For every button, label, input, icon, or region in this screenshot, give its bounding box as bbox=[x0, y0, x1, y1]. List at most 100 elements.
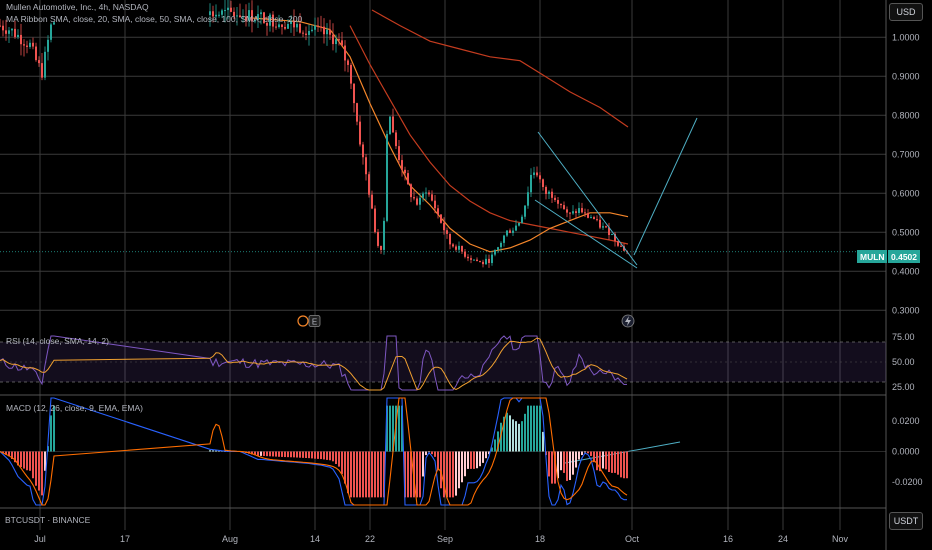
candle-body bbox=[5, 30, 7, 34]
macd-histogram-bar bbox=[530, 405, 532, 452]
macd-histogram-bar bbox=[455, 451, 457, 496]
candle-body bbox=[221, 10, 223, 15]
symbol-legend[interactable]: Mullen Automotive, Inc., 4h, NASDAQ bbox=[6, 2, 149, 12]
macd-histogram-bar bbox=[620, 451, 622, 478]
time-axis[interactable]: Jul 17 Aug 14 22 Sep 18 Oct 16 24 Nov bbox=[34, 534, 848, 544]
candle-body bbox=[503, 235, 505, 243]
macd-histogram-bar bbox=[575, 451, 577, 468]
macd-histogram-bar bbox=[278, 451, 280, 457]
candle-body bbox=[410, 184, 412, 198]
candle-body bbox=[359, 121, 361, 145]
candle-body bbox=[371, 194, 373, 209]
candle-body bbox=[494, 249, 496, 255]
time-tick-label: 17 bbox=[120, 534, 130, 544]
candle-body bbox=[380, 245, 382, 250]
macd-histogram-bar bbox=[212, 450, 214, 452]
candle-body bbox=[413, 197, 415, 199]
macd-histogram-bar bbox=[14, 451, 16, 463]
macd-histogram-bar bbox=[260, 451, 262, 456]
candle-body bbox=[449, 233, 451, 245]
macd-histogram-bar bbox=[308, 451, 310, 459]
candle-body bbox=[512, 230, 514, 233]
candle-body bbox=[308, 30, 310, 35]
candle-body bbox=[614, 233, 616, 241]
macd-histogram-bar bbox=[548, 451, 550, 477]
earnings-marker[interactable]: E bbox=[297, 315, 321, 327]
rsi-ma-line bbox=[0, 337, 628, 391]
macd-histogram-bar bbox=[17, 451, 19, 466]
candle-body bbox=[383, 220, 385, 250]
macd-histogram-bar bbox=[371, 451, 373, 498]
macd-histogram-bar bbox=[281, 451, 283, 457]
symbol-tag: MULN bbox=[857, 250, 887, 263]
candle-body bbox=[470, 258, 472, 260]
macd-tick-label: -0.0200 bbox=[892, 477, 923, 487]
lightning-marker-icon[interactable] bbox=[621, 314, 635, 328]
macd-histogram-bar bbox=[215, 450, 217, 452]
quote-currency-button[interactable]: USDT bbox=[889, 512, 923, 530]
candle-body bbox=[581, 208, 583, 213]
macd-histogram-bar bbox=[500, 422, 502, 452]
macd-histogram-bar bbox=[353, 451, 355, 498]
macd-histogram-bar bbox=[296, 451, 298, 458]
macd-histogram-bar bbox=[26, 451, 28, 471]
macd-histogram-bar bbox=[590, 451, 592, 456]
macd-histogram-bar bbox=[284, 451, 286, 458]
macd-histogram-bar bbox=[8, 451, 10, 457]
candle-body bbox=[479, 261, 481, 263]
macd-histogram-bar bbox=[554, 451, 556, 484]
candle-body bbox=[623, 246, 625, 251]
macd-histogram-bar bbox=[419, 451, 421, 498]
candle-body bbox=[497, 247, 499, 250]
macd-histogram-bar bbox=[407, 451, 409, 498]
candle-body bbox=[611, 233, 613, 235]
candle-body bbox=[620, 245, 622, 247]
candle-body bbox=[314, 25, 316, 30]
candle-body bbox=[455, 246, 457, 250]
candle-body bbox=[272, 14, 274, 27]
rsi-legend[interactable]: RSI (14, close, SMA, 14, 2) bbox=[6, 336, 109, 346]
macd-histogram-bar bbox=[518, 423, 520, 452]
macd-histogram-bar bbox=[563, 451, 565, 473]
candle-body bbox=[338, 39, 340, 41]
candle-body bbox=[602, 226, 604, 228]
candle-body bbox=[347, 60, 349, 65]
ma-ribbon-legend[interactable]: MA Ribbon SMA, close, 20, SMA, close, 50… bbox=[6, 14, 302, 24]
candle-body bbox=[584, 212, 586, 214]
macd-histogram-bar bbox=[515, 421, 517, 452]
macd-histogram-bar bbox=[617, 451, 619, 475]
candle-body bbox=[431, 194, 433, 201]
candle-body bbox=[245, 16, 247, 21]
macd-histogram-bar bbox=[341, 451, 343, 474]
candle-body bbox=[344, 45, 346, 61]
macd-histogram-bar bbox=[425, 451, 427, 456]
candle-body bbox=[518, 222, 520, 226]
candle-body bbox=[377, 232, 379, 246]
candle-body bbox=[350, 64, 352, 84]
macd-histogram-bar bbox=[509, 415, 511, 452]
macd-histogram-bar bbox=[359, 451, 361, 498]
candle-body bbox=[8, 30, 10, 34]
price-axis[interactable]: 1.0000 0.9000 0.8000 0.7000 0.6000 0.5000 0.40… bbox=[892, 32, 920, 315]
compare-symbol-legend[interactable]: BTCUSDT · BINANCE bbox=[5, 515, 91, 525]
macd-histogram-bar bbox=[356, 451, 358, 498]
macd-histogram-bar bbox=[536, 405, 538, 452]
candle-body bbox=[452, 244, 454, 247]
macd-legend[interactable]: MACD (12, 26, close, 9, EMA, EMA) bbox=[6, 403, 143, 413]
candle-body bbox=[404, 169, 406, 174]
macd-histogram-bar bbox=[290, 451, 292, 458]
macd-histogram-bar bbox=[392, 405, 394, 452]
candle-body bbox=[35, 46, 37, 61]
macd-histogram-bar bbox=[347, 451, 349, 494]
macd-histogram-bar bbox=[53, 405, 55, 452]
candle-body bbox=[434, 200, 436, 209]
candle-body bbox=[23, 44, 25, 46]
candle-body bbox=[440, 214, 442, 223]
macd-histogram-bar bbox=[29, 451, 31, 471]
macd-histogram-bar bbox=[557, 451, 559, 479]
candle-body bbox=[419, 197, 421, 205]
candle-body bbox=[593, 217, 595, 220]
macd-histogram-bar bbox=[560, 451, 562, 471]
currency-button[interactable]: USD bbox=[889, 3, 923, 21]
